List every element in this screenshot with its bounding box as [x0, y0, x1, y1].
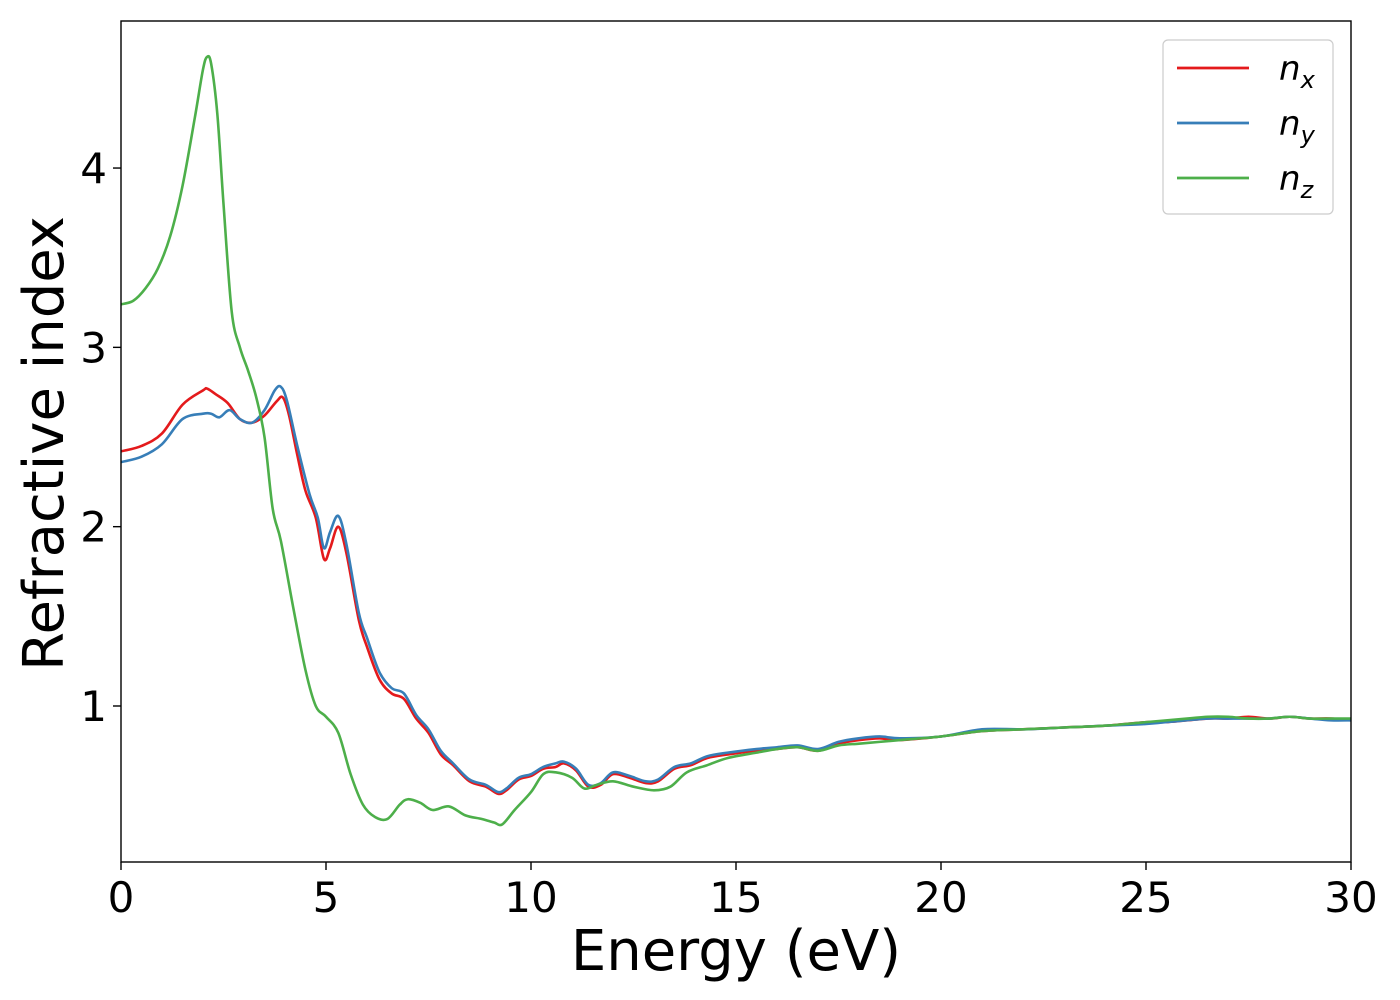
y-tick-label: 4	[80, 144, 107, 193]
x-tick-label: 5	[313, 873, 340, 922]
x-tick-label: 20	[914, 873, 967, 922]
legend-box	[1162, 39, 1334, 215]
series-line-n-z	[121, 54, 1351, 827]
y-axis-label: Refractive index	[12, 216, 77, 671]
y-tick-label: 3	[80, 323, 107, 372]
legend-label-n-x: nx	[1279, 49, 1316, 94]
x-tick-label: 10	[504, 873, 557, 922]
x-axis-label: Energy (eV)	[571, 919, 901, 984]
y-tick-label: 2	[80, 503, 107, 552]
x-tick-label: 0	[108, 873, 135, 922]
legend-label-n-z: nz	[1279, 159, 1315, 204]
legend-label-n-y: ny	[1279, 104, 1316, 149]
series-layer	[121, 54, 1351, 827]
y-axis-ticks: 1 2 3 4	[80, 144, 121, 731]
x-tick-label: 25	[1119, 873, 1172, 922]
legend: nx ny nz	[1162, 39, 1334, 215]
x-tick-label: 15	[709, 873, 762, 922]
x-tick-label: 30	[1324, 873, 1377, 922]
y-tick-label: 1	[80, 682, 107, 731]
x-axis-ticks: 0 5 10 15 20 25 30	[108, 862, 1378, 922]
